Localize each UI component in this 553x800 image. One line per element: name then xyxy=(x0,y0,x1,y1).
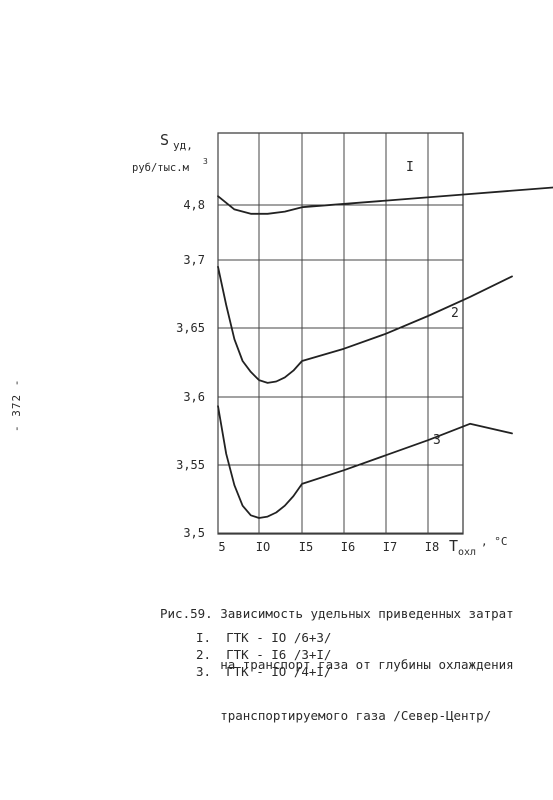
series-label-1: I xyxy=(406,160,414,175)
chart-series: I 2 3 xyxy=(217,160,553,519)
legend-item-1: I. ГТК - IO /6+3/ xyxy=(196,630,332,645)
y-tick-label: 3,55 xyxy=(176,458,205,472)
figure-caption: Рис.59. Зависимость удельных приведенных… xyxy=(160,571,514,741)
x-tick-label: IO xyxy=(256,540,270,554)
legend-item-2: 2. ГТК - I6 /3+I/ xyxy=(196,647,332,662)
y-tick-label: 4,8 xyxy=(183,198,205,212)
y-axis-label-subscript: уд, xyxy=(173,139,193,152)
caption-line: на транспорт газа от глубины охлаждения xyxy=(160,657,514,672)
x-tick-label: I7 xyxy=(383,540,397,554)
caption-line: Рис.59. Зависимость удельных приведенных… xyxy=(160,606,514,621)
y-tick-label: 3,5 xyxy=(183,526,205,540)
caption-line: транспортируемого газа /Север-Центр/ xyxy=(160,708,492,723)
plot-frame xyxy=(217,132,464,535)
y-axis-units: руб/тыс.м xyxy=(132,162,190,174)
x-axis-label-subscript: охл xyxy=(458,547,476,558)
chart-tick-labels: 5 IO I5 I6 I7 I8 4,8 3,7 3,65 3,6 3,55 3,5 xyxy=(176,198,439,554)
legend-item-3: 3. ГТК - IO /4+I/ xyxy=(196,664,332,679)
x-tick-label: I6 xyxy=(341,540,355,554)
series-line-3 xyxy=(217,405,513,519)
y-tick-label: 3,6 xyxy=(183,390,205,404)
series-label-2: 2 xyxy=(451,306,459,321)
x-axis-unit: , °C xyxy=(481,535,508,548)
series-line-2 xyxy=(217,265,513,384)
legend-list: I. ГТК - IO /6+3/ 2. ГТК - I6 /3+I/ 3. Г… xyxy=(196,629,331,680)
x-tick-label: I5 xyxy=(299,540,313,554)
series-label-3: 3 xyxy=(433,433,441,448)
y-axis-label: S xyxy=(160,131,169,149)
chart-grid xyxy=(217,132,464,535)
y-tick-label: 3,65 xyxy=(176,321,205,335)
y-tick-label: 3,7 xyxy=(183,253,205,267)
y-axis-units-superscript: 3 xyxy=(203,157,208,166)
series-line-1 xyxy=(217,186,553,215)
x-axis-label: T xyxy=(449,537,458,555)
x-tick-label: 5 xyxy=(218,540,225,554)
x-tick-label: I8 xyxy=(425,540,439,554)
